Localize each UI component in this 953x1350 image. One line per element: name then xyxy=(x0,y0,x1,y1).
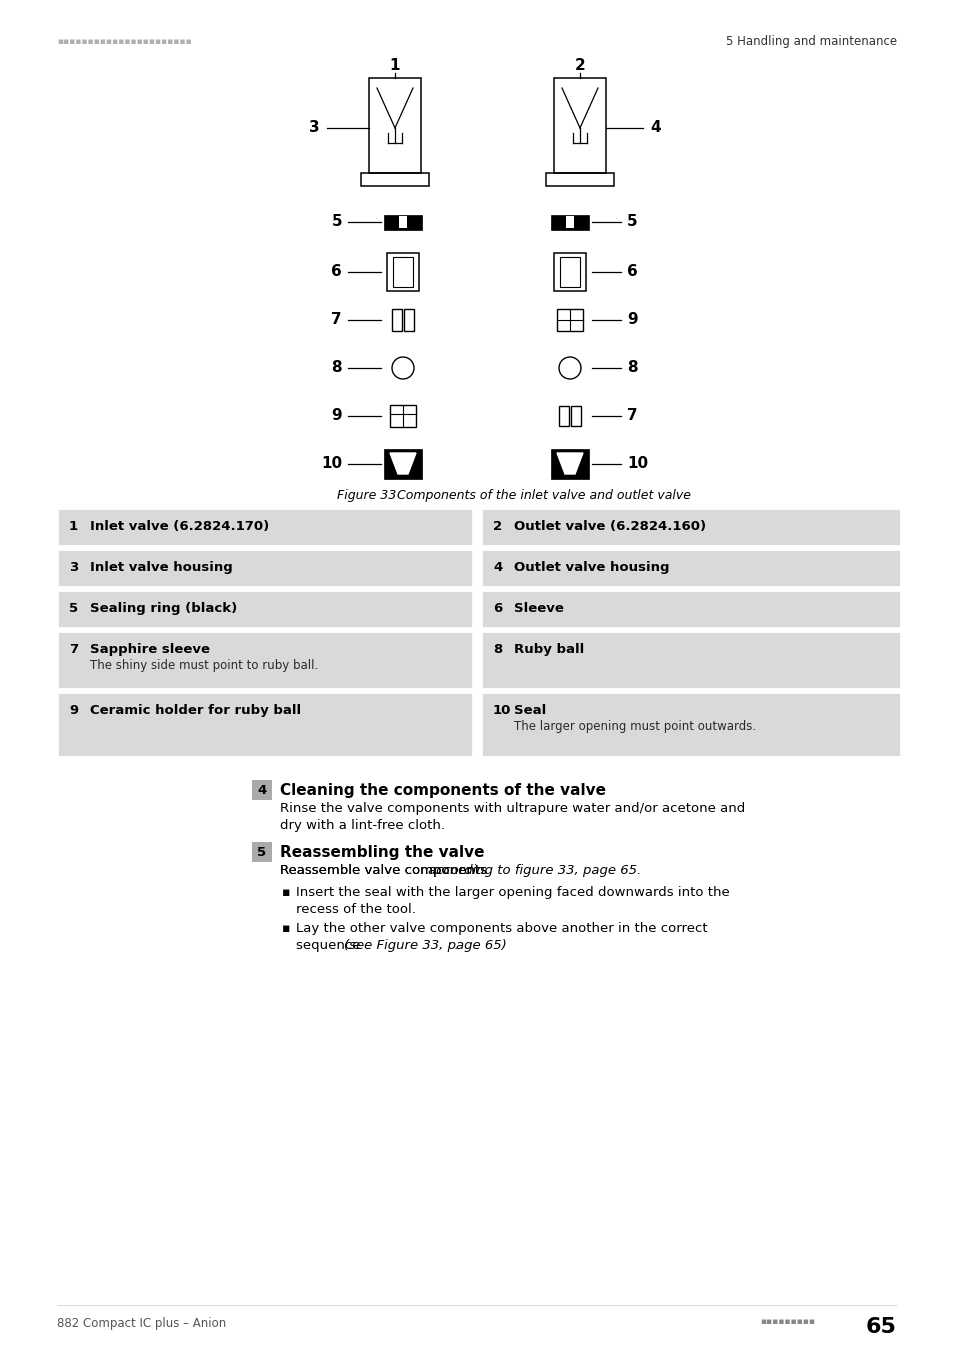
Text: The larger opening must point outwards.: The larger opening must point outwards. xyxy=(514,720,756,733)
Bar xyxy=(398,216,407,228)
Bar xyxy=(554,252,585,292)
Text: Inlet valve (6.2824.170): Inlet valve (6.2824.170) xyxy=(90,520,269,533)
Bar xyxy=(390,405,416,427)
Text: 882 Compact IC plus – Anion: 882 Compact IC plus – Anion xyxy=(57,1318,226,1330)
Text: 5: 5 xyxy=(257,845,266,859)
Text: 10: 10 xyxy=(493,703,511,717)
Bar xyxy=(480,549,900,587)
Bar xyxy=(57,630,473,688)
Text: ▪: ▪ xyxy=(282,886,291,899)
Bar xyxy=(480,693,900,757)
Bar xyxy=(480,630,900,688)
Bar xyxy=(360,173,429,186)
Text: Components of the inlet valve and outlet valve: Components of the inlet valve and outlet… xyxy=(396,490,690,502)
Text: Sapphire sleeve: Sapphire sleeve xyxy=(90,643,210,656)
Text: 1: 1 xyxy=(390,58,400,73)
Text: 8: 8 xyxy=(331,360,341,375)
Text: Sleeve: Sleeve xyxy=(514,602,563,616)
Text: Reassembling the valve: Reassembling the valve xyxy=(280,845,484,860)
Text: Sealing ring (black): Sealing ring (black) xyxy=(90,602,237,616)
Bar xyxy=(551,215,588,230)
Text: 3: 3 xyxy=(309,120,319,135)
Text: ▪▪▪▪▪▪▪▪▪: ▪▪▪▪▪▪▪▪▪ xyxy=(760,1318,814,1326)
Text: Seal: Seal xyxy=(514,703,546,717)
Bar xyxy=(554,78,605,173)
Bar xyxy=(545,173,614,186)
Text: (see Figure 33, page 65): (see Figure 33, page 65) xyxy=(343,940,506,952)
Text: 6: 6 xyxy=(626,265,638,279)
Text: 65: 65 xyxy=(865,1318,896,1336)
Bar xyxy=(387,252,418,292)
Text: 4: 4 xyxy=(649,120,659,135)
Bar xyxy=(565,216,574,228)
Text: 7: 7 xyxy=(626,409,637,424)
Text: Ceramic holder for ruby ball: Ceramic holder for ruby ball xyxy=(90,703,301,717)
Bar xyxy=(252,842,272,863)
Text: Reassemble valve components: Reassemble valve components xyxy=(280,864,491,878)
Text: 7: 7 xyxy=(331,312,341,328)
Polygon shape xyxy=(390,454,416,474)
Text: 9: 9 xyxy=(69,703,78,717)
Bar xyxy=(384,215,421,230)
Text: Figure 33: Figure 33 xyxy=(336,490,395,502)
Text: 8: 8 xyxy=(626,360,637,375)
Bar xyxy=(392,309,401,331)
Bar xyxy=(384,450,421,479)
Text: 6: 6 xyxy=(493,602,501,616)
Text: Rinse the valve components with ultrapure water and/or acetone and: Rinse the valve components with ultrapur… xyxy=(280,802,744,815)
Text: 3: 3 xyxy=(69,562,78,574)
Text: ▪▪▪▪▪▪▪▪▪▪▪▪▪▪▪▪▪▪▪▪▪▪: ▪▪▪▪▪▪▪▪▪▪▪▪▪▪▪▪▪▪▪▪▪▪ xyxy=(57,38,192,46)
Text: 2: 2 xyxy=(493,520,501,533)
Text: recess of the tool.: recess of the tool. xyxy=(295,903,416,917)
Bar xyxy=(57,590,473,628)
Bar xyxy=(369,78,420,173)
Text: dry with a lint-free cloth.: dry with a lint-free cloth. xyxy=(280,819,444,832)
Bar xyxy=(480,508,900,545)
Text: 7: 7 xyxy=(69,643,78,656)
Text: 5: 5 xyxy=(331,215,341,230)
Text: 5: 5 xyxy=(626,215,637,230)
Text: 10: 10 xyxy=(626,456,647,471)
Text: 2: 2 xyxy=(574,58,585,73)
Text: 4: 4 xyxy=(493,562,501,574)
Bar xyxy=(57,549,473,587)
Text: Inlet valve housing: Inlet valve housing xyxy=(90,562,233,574)
Bar xyxy=(403,309,414,331)
Text: .: . xyxy=(454,940,457,952)
Text: Outlet valve (6.2824.160): Outlet valve (6.2824.160) xyxy=(514,520,705,533)
Bar xyxy=(558,406,568,427)
Text: The shiny side must point to ruby ball.: The shiny side must point to ruby ball. xyxy=(90,659,318,672)
Text: Reassemble valve components: Reassemble valve components xyxy=(280,864,491,878)
Bar xyxy=(57,508,473,545)
Text: 10: 10 xyxy=(320,456,341,471)
Polygon shape xyxy=(557,454,582,474)
Text: Insert the seal with the larger opening faced downwards into the: Insert the seal with the larger opening … xyxy=(295,886,729,899)
Text: sequence: sequence xyxy=(295,940,364,952)
Bar xyxy=(57,693,473,757)
Text: 9: 9 xyxy=(626,312,637,328)
Text: Ruby ball: Ruby ball xyxy=(514,643,583,656)
Bar xyxy=(557,309,582,331)
Text: 6: 6 xyxy=(331,265,341,279)
Text: Cleaning the components of the valve: Cleaning the components of the valve xyxy=(280,783,605,798)
Bar xyxy=(551,450,588,479)
Text: 5 Handling and maintenance: 5 Handling and maintenance xyxy=(725,35,896,49)
Text: according to figure 33, page 65.: according to figure 33, page 65. xyxy=(427,864,640,878)
Text: Outlet valve housing: Outlet valve housing xyxy=(514,562,669,574)
Text: 8: 8 xyxy=(493,643,501,656)
Text: 9: 9 xyxy=(331,409,341,424)
Bar xyxy=(559,256,579,288)
Bar xyxy=(480,590,900,628)
Text: Lay the other valve components above another in the correct: Lay the other valve components above ano… xyxy=(295,922,707,936)
Bar xyxy=(393,256,413,288)
Text: 4: 4 xyxy=(257,783,266,796)
Text: 5: 5 xyxy=(69,602,78,616)
Text: 1: 1 xyxy=(69,520,78,533)
Bar xyxy=(571,406,580,427)
Text: Reassemble valve components according to figure 33, page 65.: Reassemble valve components according to… xyxy=(280,864,705,878)
Bar xyxy=(252,780,272,801)
Text: ▪: ▪ xyxy=(282,922,291,936)
